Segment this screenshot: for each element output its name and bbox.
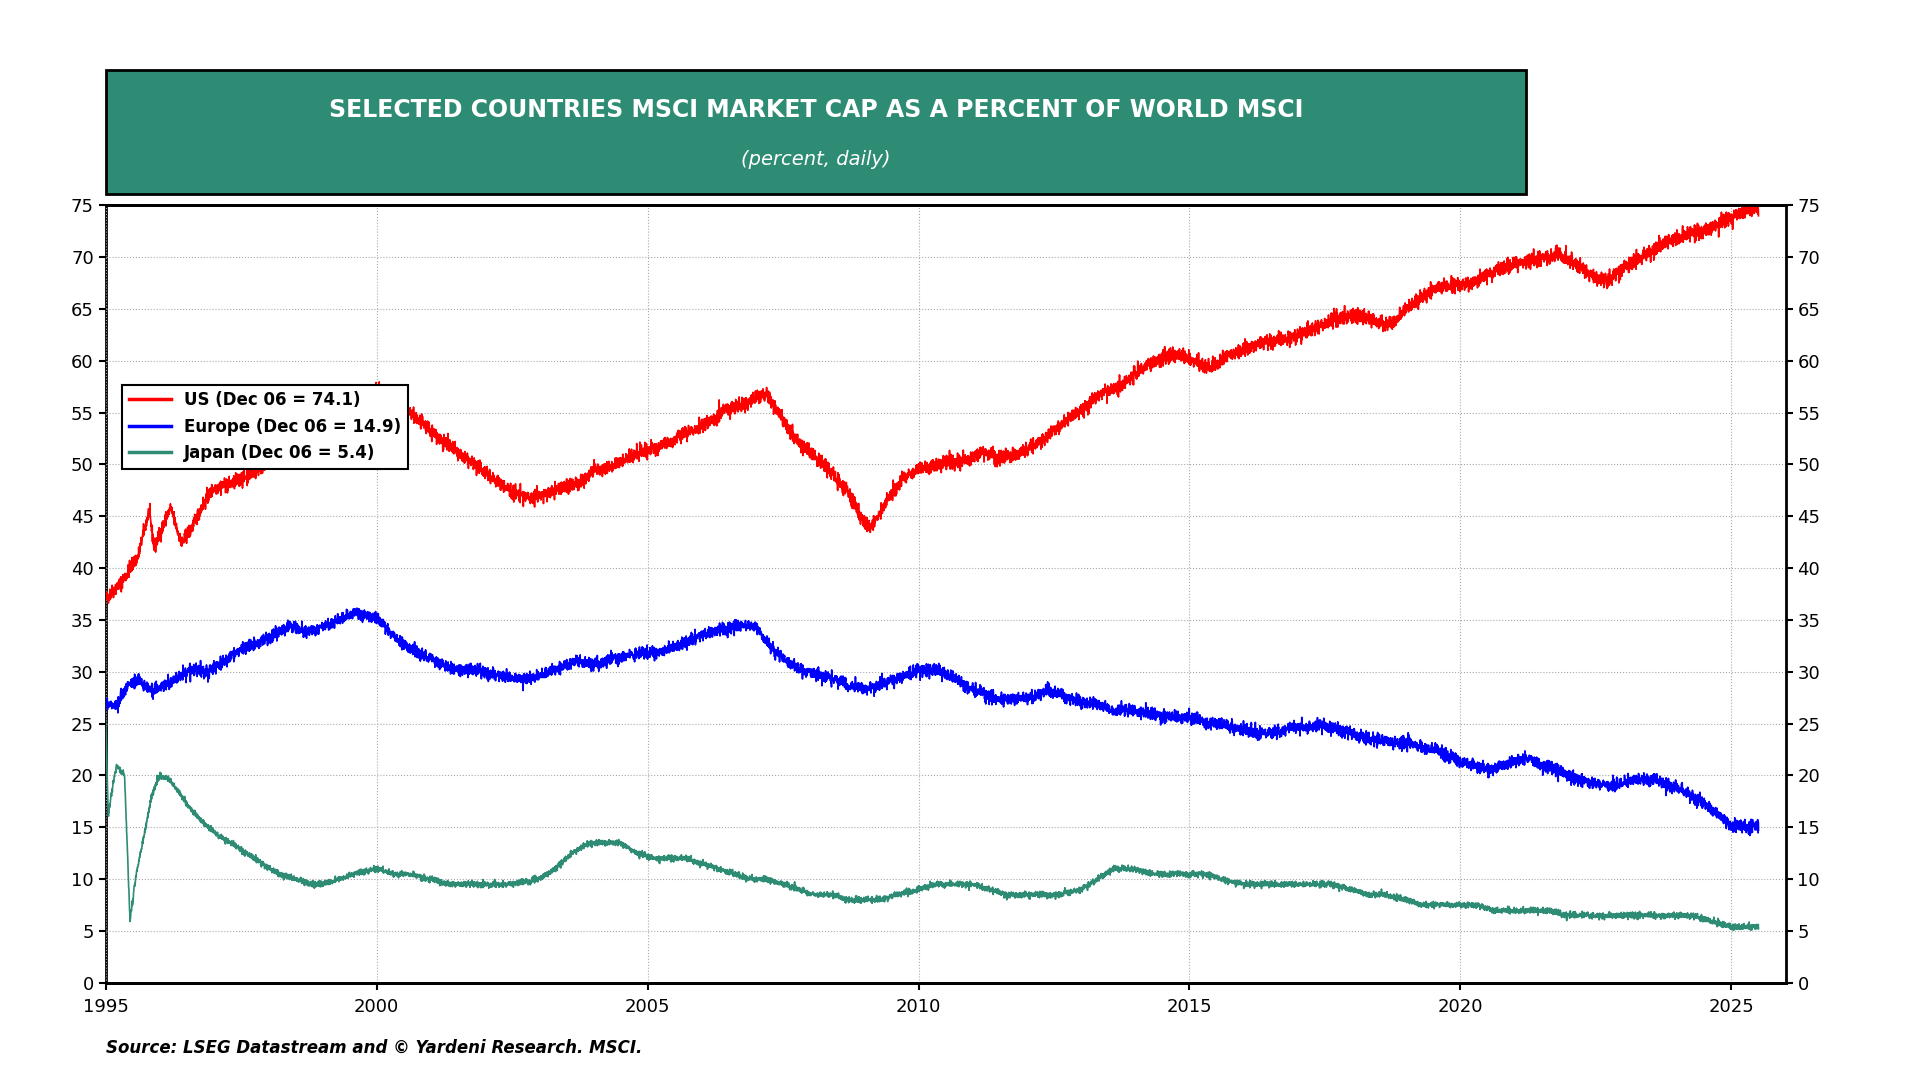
- Legend: US (Dec 06 = 74.1), Europe (Dec 06 = 14.9), Japan (Dec 06 = 5.4): US (Dec 06 = 74.1), Europe (Dec 06 = 14.…: [123, 384, 407, 469]
- FancyBboxPatch shape: [106, 70, 1526, 194]
- Text: SELECTED COUNTRIES MSCI MARKET CAP AS A PERCENT OF WORLD MSCI: SELECTED COUNTRIES MSCI MARKET CAP AS A …: [328, 98, 1304, 122]
- Text: Source: LSEG Datastream and © Yardeni Research. MSCI.: Source: LSEG Datastream and © Yardeni Re…: [106, 1039, 641, 1057]
- Text: (percent, daily): (percent, daily): [741, 150, 891, 170]
